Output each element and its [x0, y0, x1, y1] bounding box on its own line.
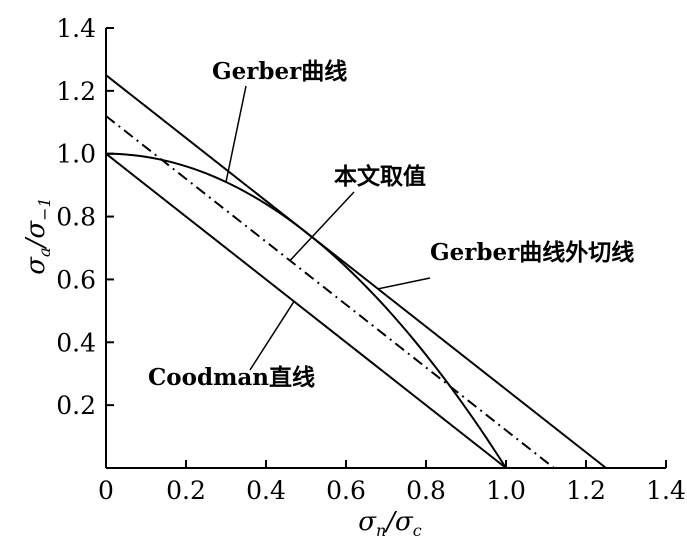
annotation-label: Coodman直线	[148, 364, 315, 391]
y-tick-label: 1.0	[56, 140, 96, 169]
x-tick-label: 0	[98, 476, 114, 505]
y-tick-label: 0.2	[56, 391, 96, 420]
y-tick-label: 1.2	[56, 77, 96, 106]
x-tick-label: 0.4	[246, 476, 286, 505]
y-axis-title: σa/σ−1	[21, 197, 54, 274]
y-tick-label: 0.6	[56, 265, 96, 294]
ticks: 0 0.2 0.4 0.6 0.8 1.0 1.2 1.4 0.2 0.4 0.6 0.8 1.0 1.2…	[56, 14, 686, 505]
annotation-label: 本文取值	[334, 163, 426, 190]
x-tick-label: 1.2	[566, 476, 606, 505]
annotation-leader	[249, 301, 295, 371]
x-tick-label: 1.0	[486, 476, 526, 505]
series-group	[105, 74, 607, 469]
series-line-2	[105, 74, 607, 469]
annotation-leader	[225, 85, 247, 183]
annotation-leader	[289, 191, 355, 262]
y-tick-label: 1.4	[56, 14, 96, 43]
annotation-label: Gerber曲线	[212, 58, 347, 85]
x-tick-label: 0.2	[166, 476, 206, 505]
series-line-3	[105, 115, 555, 469]
x-tick-label: 1.4	[646, 476, 686, 505]
x-tick-label: 0.8	[406, 476, 446, 505]
axes	[105, 28, 666, 469]
annotation-leader	[377, 277, 431, 290]
annotation-label: Gerber曲线外切线	[430, 239, 634, 266]
y-tick-label: 0.4	[56, 328, 96, 357]
series-line-4	[105, 152, 507, 469]
y-tick-label: 0.8	[56, 203, 96, 232]
x-axis-title: σn/σc	[358, 507, 422, 540]
x-tick-label: 0.6	[326, 476, 366, 505]
